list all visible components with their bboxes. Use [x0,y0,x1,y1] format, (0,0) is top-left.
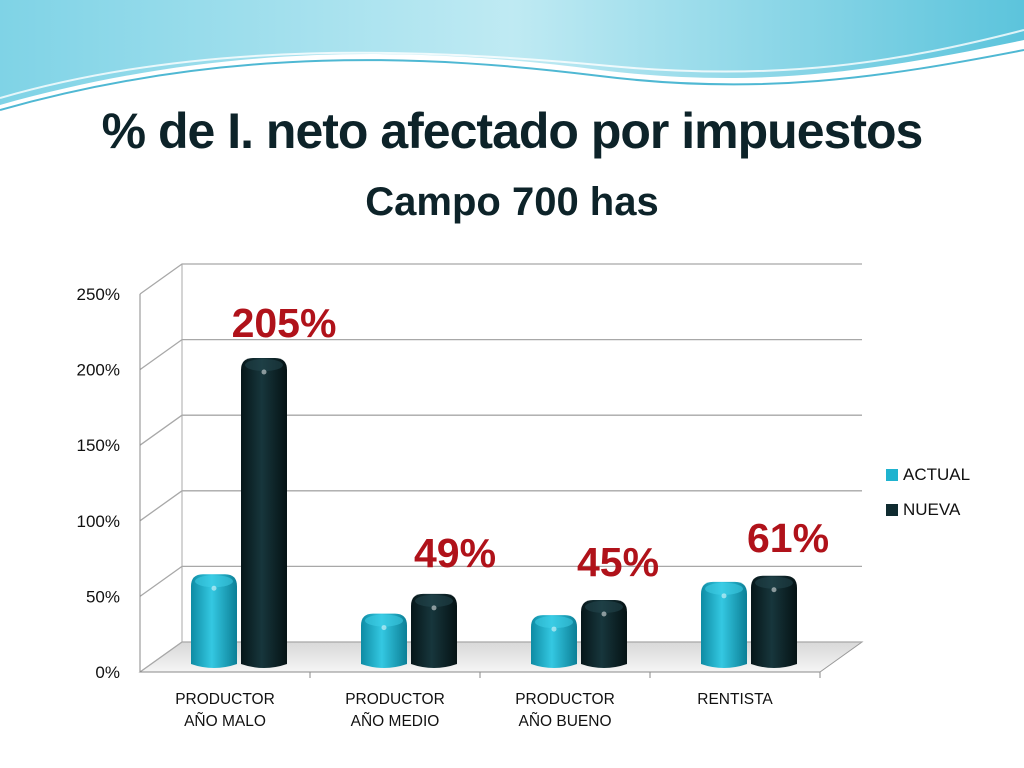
data-label: 61% [747,515,829,561]
x-category-label: AÑO BUENO [518,713,611,730]
x-category-label: PRODUCTOR [175,691,275,708]
bar-actual [531,615,577,668]
legend-label-actual: ACTUAL [903,465,971,484]
x-category-label: PRODUCTOR [345,691,445,708]
data-label: 45% [577,539,659,585]
legend-item-nueva: NUEVA [886,500,960,520]
y-tick-label: 200% [77,361,120,380]
page-subtitle: Campo 700 has [365,180,659,224]
bar-nueva [581,599,627,668]
bar-actual [191,574,237,668]
legend-label-nueva: NUEVA [903,500,961,519]
data-label: 205% [232,300,337,346]
bar-nueva [751,575,797,668]
y-tick-label: 250% [77,285,120,304]
gridline [139,263,862,295]
bar-actual [701,581,747,668]
x-category-label: AÑO MEDIO [351,713,440,730]
legend-item-actual: ACTUAL [886,465,970,485]
x-category-label: RENTISTA [697,691,773,708]
page-title: % de I. neto afectado por impuestos [101,103,924,159]
bar-nueva [241,358,287,668]
y-tick-label: 0% [95,663,120,682]
data-label: 49% [414,530,496,576]
legend-swatch-actual [886,469,898,481]
y-tick-label: 50% [86,587,120,606]
header-wave-decoration [0,0,1024,111]
x-category-label: PRODUCTOR [515,691,615,708]
y-tick-label: 100% [77,512,120,531]
bar-actual [361,613,407,668]
bar-nueva [411,593,457,668]
x-category-label: AÑO MALO [184,713,266,730]
y-tick-label: 150% [77,436,120,455]
legend-swatch-nueva [886,504,898,516]
